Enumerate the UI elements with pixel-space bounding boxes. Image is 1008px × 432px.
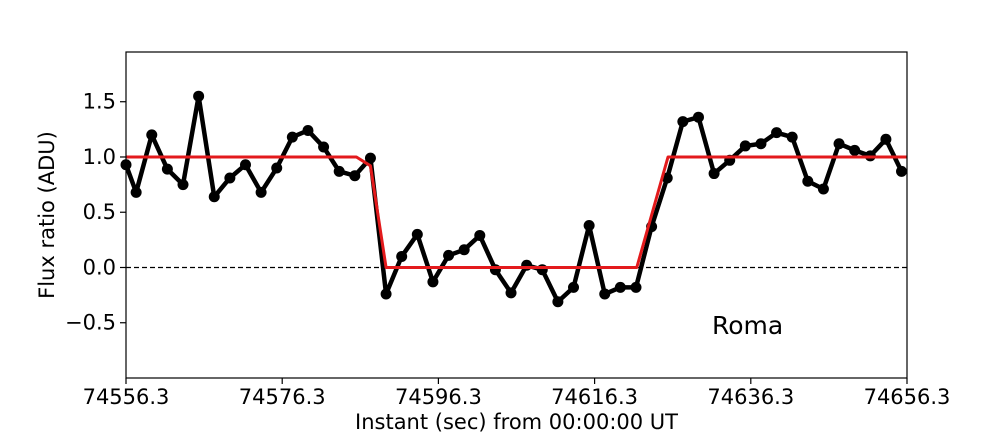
y-tick-label: 1.0 bbox=[83, 145, 116, 169]
series-0 bbox=[120, 90, 908, 308]
data-point bbox=[739, 140, 751, 152]
data-point bbox=[255, 186, 267, 198]
data-point bbox=[364, 152, 376, 164]
data-point bbox=[661, 172, 673, 184]
x-axis-ticks: 74556.3 74576.3 74596.3 74616.3 74636.3 74656… bbox=[83, 378, 951, 409]
data-point bbox=[833, 138, 845, 150]
data-point bbox=[396, 250, 408, 262]
x-axis-label: Instant (sec) from 00:00:00 UT bbox=[355, 410, 678, 432]
x-tick-label: 74656.3 bbox=[864, 385, 951, 409]
data-point bbox=[349, 170, 361, 182]
data-point bbox=[536, 264, 548, 276]
data-point bbox=[614, 281, 626, 293]
data-point bbox=[130, 186, 142, 198]
y-tick-label: 0.5 bbox=[83, 200, 116, 224]
data-point bbox=[880, 133, 892, 145]
data-point bbox=[568, 281, 580, 293]
x-tick-label: 74636.3 bbox=[707, 385, 794, 409]
data-point bbox=[224, 172, 236, 184]
data-point bbox=[271, 162, 283, 174]
data-point bbox=[505, 287, 517, 299]
x-tick-label: 74556.3 bbox=[83, 385, 170, 409]
data-point bbox=[177, 179, 189, 191]
data-point bbox=[755, 138, 767, 150]
data-point bbox=[583, 220, 595, 231]
data-point bbox=[489, 264, 501, 276]
data-point bbox=[427, 276, 439, 288]
x-tick-label: 74616.3 bbox=[551, 385, 638, 409]
data-point bbox=[521, 259, 533, 271]
data-point bbox=[443, 249, 455, 261]
y-tick-label: −0.5 bbox=[65, 311, 116, 335]
data-point bbox=[380, 288, 392, 300]
data-point bbox=[302, 124, 314, 136]
data-point bbox=[677, 116, 689, 128]
data-point bbox=[786, 131, 798, 143]
data-point bbox=[239, 159, 251, 171]
y-tick-label: 0.0 bbox=[83, 255, 116, 279]
data-point bbox=[552, 296, 564, 308]
data-point bbox=[286, 131, 298, 143]
data-point bbox=[802, 175, 814, 187]
data-point bbox=[333, 165, 345, 177]
data-point bbox=[896, 165, 908, 177]
data-point bbox=[599, 288, 611, 300]
data-point bbox=[193, 90, 205, 102]
data-point bbox=[474, 229, 486, 241]
data-point bbox=[630, 281, 642, 293]
data-point bbox=[411, 228, 423, 240]
data-point bbox=[849, 144, 861, 156]
series-1-line bbox=[126, 155, 907, 269]
y-axis-ticks: −0.5 0.0 0.5 1.0 1.5 bbox=[65, 90, 126, 335]
plot-frame bbox=[125, 51, 908, 379]
data-point bbox=[318, 141, 330, 153]
x-tick-label: 74576.3 bbox=[239, 385, 326, 409]
y-tick-label: 1.5 bbox=[83, 90, 116, 114]
data-point bbox=[692, 111, 704, 123]
plot-background bbox=[126, 52, 907, 378]
x-tick-label: 74596.3 bbox=[395, 385, 482, 409]
series-1 bbox=[126, 155, 907, 269]
data-point bbox=[708, 168, 720, 180]
series-0-line bbox=[123, 93, 907, 304]
data-point bbox=[161, 163, 173, 175]
data-point bbox=[458, 244, 470, 256]
data-point bbox=[146, 129, 158, 141]
site-annotation: Roma bbox=[712, 311, 783, 340]
data-point bbox=[208, 191, 220, 203]
data-point bbox=[817, 183, 829, 195]
data-point bbox=[771, 127, 783, 139]
y-axis-label: Flux ratio (ADU) bbox=[35, 131, 59, 299]
series-layer bbox=[120, 90, 908, 308]
